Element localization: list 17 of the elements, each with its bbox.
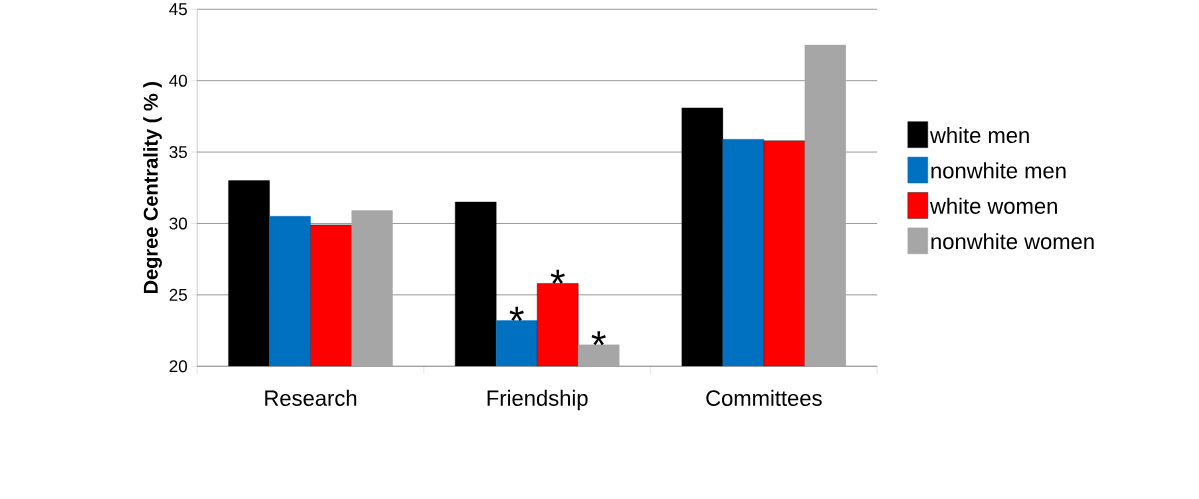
annotation: * — [591, 331, 606, 346]
x-tick-label: Research — [265, 389, 357, 406]
y-tick-label: 35 — [169, 146, 187, 159]
y-tick-label: 30 — [169, 217, 188, 230]
legend-label: white women — [929, 197, 1057, 214]
y-tick-label: 25 — [169, 288, 187, 301]
legend-label: nonwhite women — [931, 233, 1094, 250]
y-axis-title: Degree Centrality ( % ) — [143, 82, 162, 294]
y-tick-label: 20 — [169, 360, 188, 373]
y-tick-label: 40 — [169, 74, 188, 87]
legend-label: nonwhite men — [931, 162, 1066, 179]
y-tick-label: 45 — [169, 3, 187, 16]
x-tick-label: Committees — [706, 389, 822, 406]
annotation: * — [550, 269, 565, 284]
x-tick-label: Friendship — [487, 389, 588, 411]
legend-label: white men — [929, 126, 1029, 144]
annotation: * — [509, 306, 524, 321]
